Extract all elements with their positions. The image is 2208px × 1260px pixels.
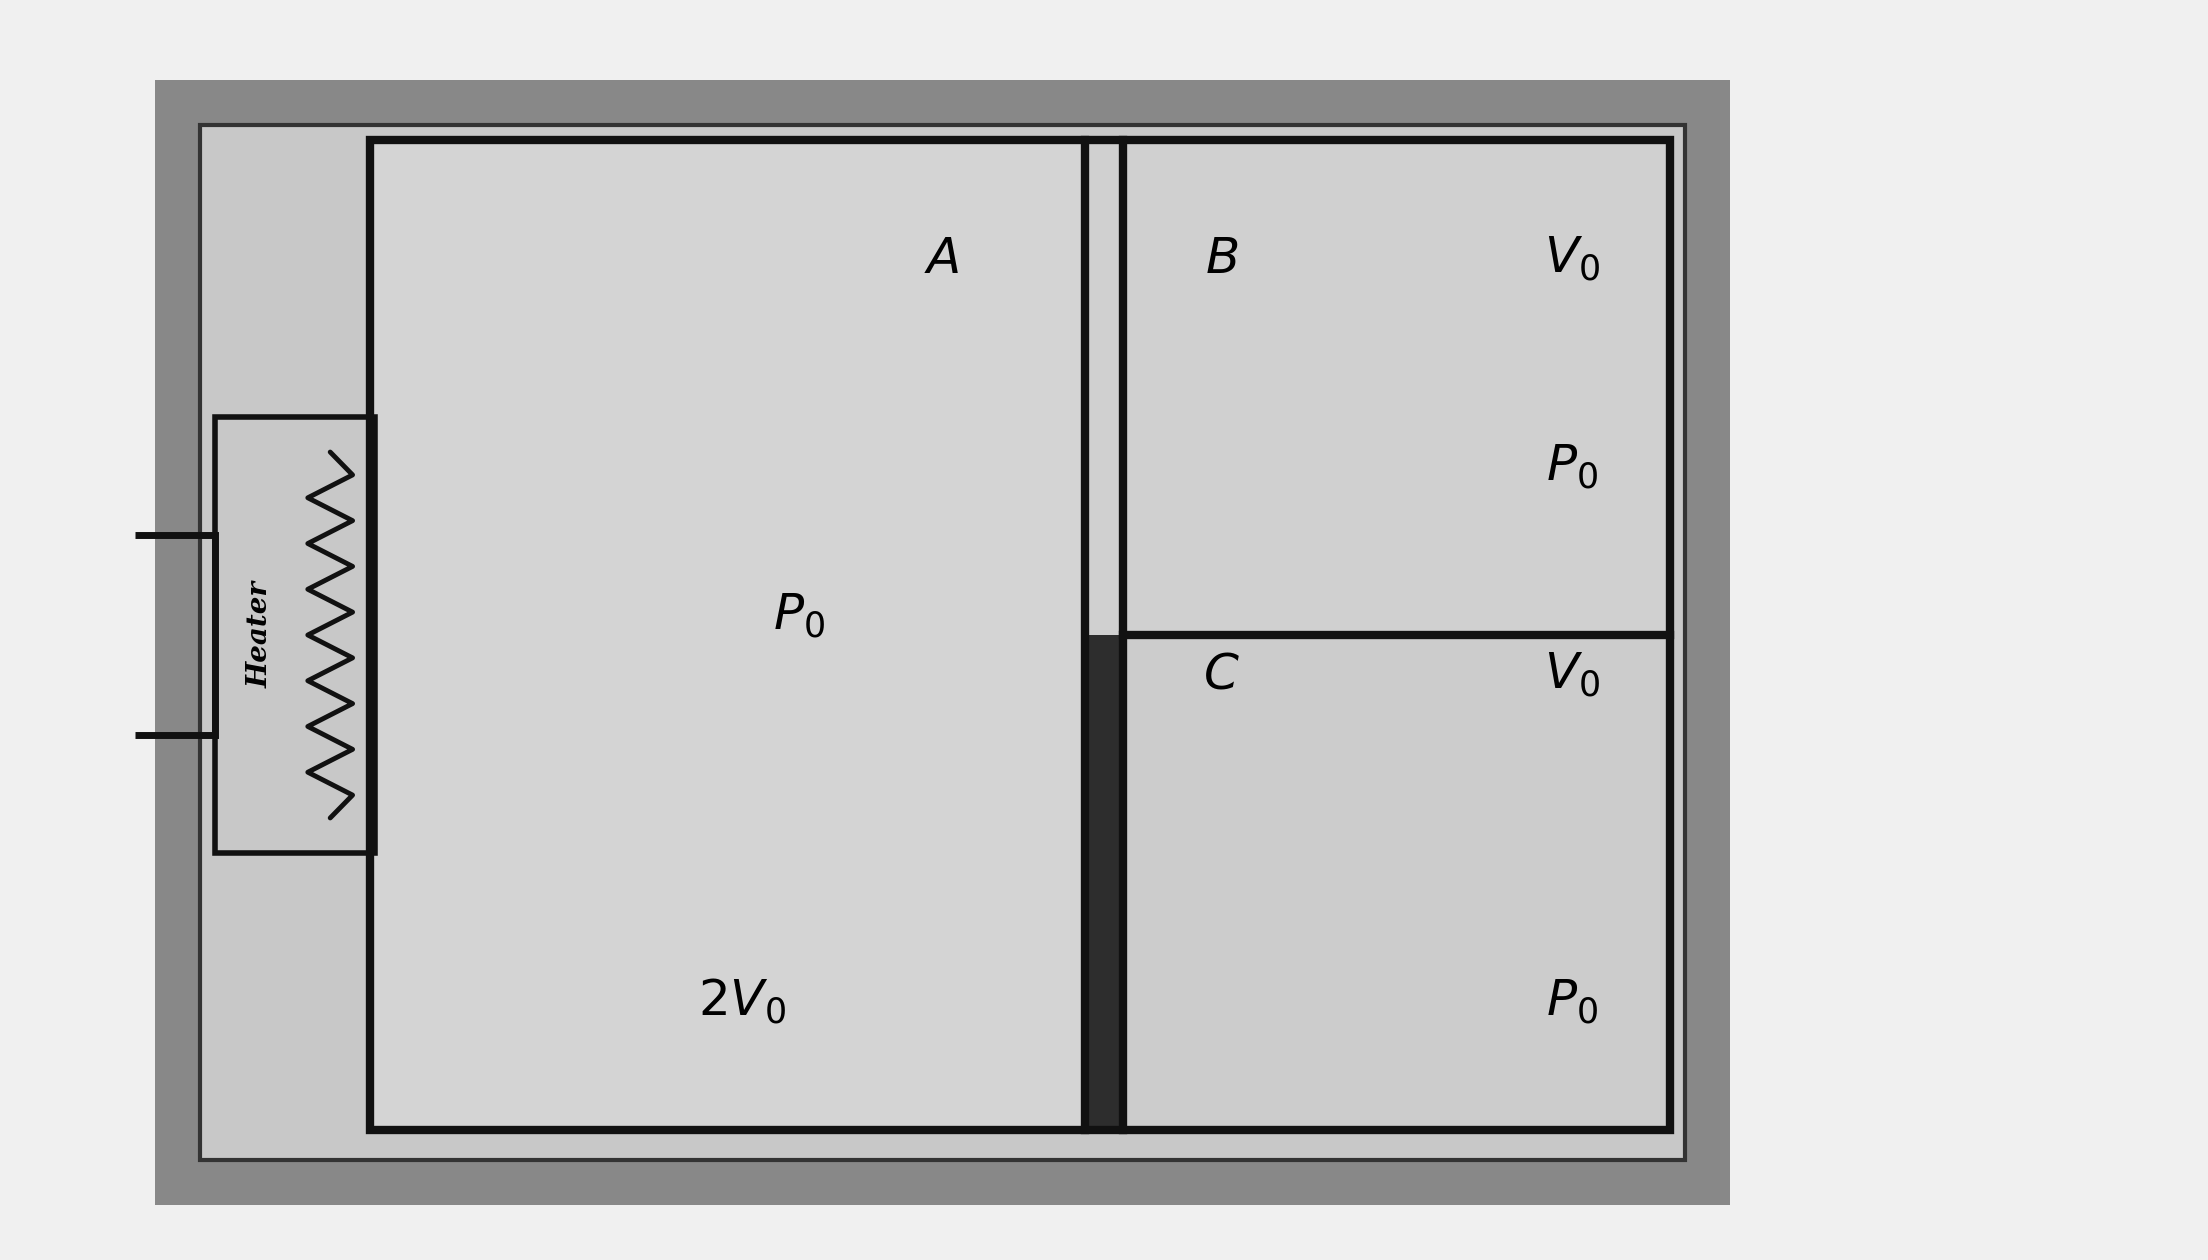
Text: $V_0$: $V_0$ bbox=[1543, 234, 1599, 284]
Bar bbox=[201, 125, 1685, 1160]
Bar bbox=[214, 417, 375, 853]
Bar bbox=[371, 140, 1669, 1130]
Bar bbox=[1124, 140, 1669, 635]
Text: $B$: $B$ bbox=[1206, 234, 1239, 284]
Bar bbox=[1124, 635, 1669, 1130]
Text: $A$: $A$ bbox=[925, 234, 960, 284]
Text: $C$: $C$ bbox=[1203, 650, 1241, 699]
Bar bbox=[371, 140, 1084, 1130]
Text: Heater: Heater bbox=[247, 582, 274, 688]
Text: $2V_0$: $2V_0$ bbox=[698, 976, 786, 1026]
Text: $P_0$: $P_0$ bbox=[1546, 976, 1599, 1026]
Text: $P_0$: $P_0$ bbox=[1546, 442, 1599, 491]
Text: $V_0$: $V_0$ bbox=[1543, 650, 1599, 699]
Bar bbox=[1084, 140, 1124, 635]
Bar bbox=[1084, 635, 1124, 1130]
Text: $P_0$: $P_0$ bbox=[773, 591, 826, 640]
Bar bbox=[155, 79, 1731, 1205]
Bar bbox=[371, 140, 1669, 1130]
